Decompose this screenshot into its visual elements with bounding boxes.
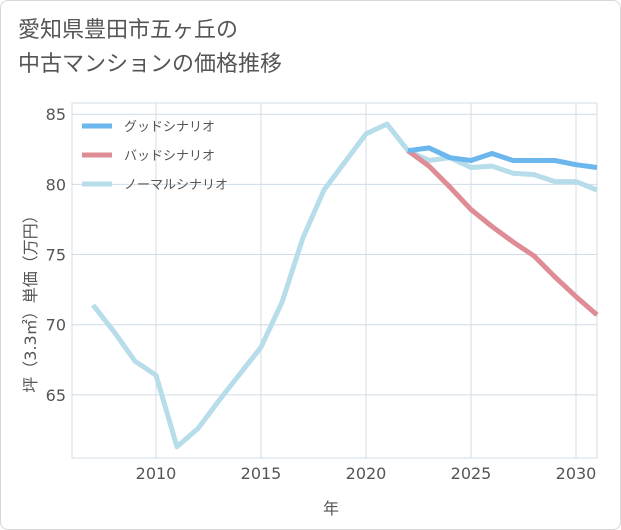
- y-tick-85: 85: [46, 105, 66, 124]
- x-tick-2015: 2015: [241, 464, 282, 483]
- title-line-2: 中古マンションの価格推移: [18, 52, 283, 77]
- y-tick-labels: 65 70 75 80 85: [46, 105, 66, 405]
- y-tick-65: 65: [46, 386, 66, 405]
- series-lines: [91, 121, 599, 450]
- x-tick-2020: 2020: [346, 464, 387, 483]
- x-tick-labels: 2010 2015 2020 2025 2030: [136, 464, 597, 483]
- x-tick-2030: 2030: [556, 464, 597, 483]
- y-tick-70: 70: [46, 316, 66, 335]
- title-line-1: 愛知県豊田市五ヶ丘の: [18, 18, 239, 43]
- x-tick-2010: 2010: [136, 464, 177, 483]
- chart-title: 愛知県豊田市五ヶ丘の 中古マンションの価格推移: [18, 14, 282, 82]
- y-axis-label: 坪（3.3㎡）単価（万円）: [21, 207, 40, 392]
- series-line-1: [406, 148, 599, 317]
- y-tick-80: 80: [46, 175, 66, 194]
- x-tick-2025: 2025: [451, 464, 492, 483]
- x-axis-label: 年: [323, 499, 339, 518]
- plot-area: [71, 102, 598, 459]
- legend-label-0: グッドシナリオ: [124, 120, 215, 135]
- y-tick-75: 75: [46, 246, 66, 265]
- series-line-0: [407, 145, 598, 170]
- series-line-2: [91, 121, 598, 450]
- legend-label-1: バッドシナリオ: [124, 149, 215, 164]
- legend-label-2: ノーマルシナリオ: [124, 178, 228, 193]
